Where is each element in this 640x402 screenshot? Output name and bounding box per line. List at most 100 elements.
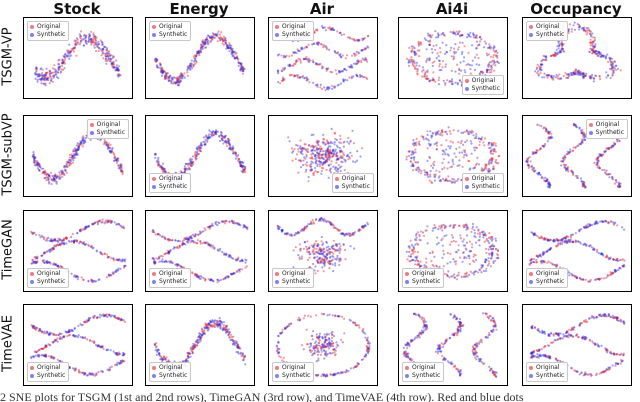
synthetic-point xyxy=(95,41,98,44)
original-point xyxy=(64,166,67,169)
synthetic-point xyxy=(475,135,478,138)
original-point xyxy=(350,233,353,236)
synthetic-point xyxy=(446,274,449,278)
original-point xyxy=(329,148,332,152)
original-point xyxy=(328,152,331,155)
synthetic-point xyxy=(36,163,39,166)
synthetic-point xyxy=(230,219,233,222)
synthetic-point xyxy=(319,248,322,251)
original-point xyxy=(313,247,316,250)
synthetic-point xyxy=(573,124,576,127)
synthetic-point xyxy=(574,73,577,76)
synthetic-point xyxy=(164,77,167,80)
original-point xyxy=(542,126,545,129)
scatter-panel-tsgm-vp-occupancy: Original Synthetic xyxy=(522,17,632,99)
synthetic-point xyxy=(572,71,575,74)
original-point xyxy=(465,130,468,133)
original-point xyxy=(199,51,203,54)
original-point xyxy=(105,140,108,143)
synthetic-point xyxy=(468,250,471,253)
original-point xyxy=(330,156,333,159)
synthetic-point xyxy=(337,69,341,72)
synthetic-point xyxy=(605,71,608,74)
synthetic-point xyxy=(101,43,104,46)
original-point xyxy=(452,225,455,228)
original-point xyxy=(598,155,601,158)
original-point xyxy=(453,47,456,50)
original-point xyxy=(117,69,120,72)
original-point xyxy=(226,137,230,141)
synthetic-point xyxy=(186,65,189,68)
synthetic-point xyxy=(154,156,157,159)
original-point xyxy=(190,239,193,242)
synthetic-point xyxy=(303,147,306,150)
original-point xyxy=(616,257,619,260)
original-point xyxy=(452,55,455,58)
synthetic-point xyxy=(584,185,587,188)
original-point xyxy=(107,142,110,145)
synthetic-point xyxy=(428,43,431,46)
synthetic-point xyxy=(483,168,486,171)
synthetic-points xyxy=(288,127,362,180)
synthetic-point xyxy=(120,226,123,229)
synthetic-point xyxy=(95,45,99,48)
original-point xyxy=(159,166,162,169)
original-point xyxy=(33,161,36,164)
synthetic-point xyxy=(569,148,572,151)
original-point xyxy=(35,255,38,258)
synthetic-point xyxy=(580,179,583,183)
synthetic-point xyxy=(435,57,438,60)
synthetic-point xyxy=(331,149,335,152)
synthetic-point xyxy=(243,165,246,168)
synthetic-point xyxy=(349,66,352,69)
synthetic-point xyxy=(80,141,83,144)
original-point xyxy=(490,64,493,67)
synthetic-point xyxy=(413,51,416,54)
legend-original: Original xyxy=(152,175,187,183)
original-point xyxy=(582,132,585,135)
original-point xyxy=(207,43,210,46)
original-point xyxy=(318,262,321,265)
synthetic-point xyxy=(490,149,493,152)
synthetic-point xyxy=(231,51,234,55)
synthetic-point xyxy=(154,152,157,155)
original-point xyxy=(604,171,607,174)
synthetic-point xyxy=(57,241,60,244)
original-point xyxy=(462,156,465,159)
original-point xyxy=(362,37,365,40)
original-point xyxy=(366,77,369,80)
original-point xyxy=(495,247,498,250)
original-point xyxy=(120,163,123,166)
synthetic-point xyxy=(34,260,37,263)
original-point xyxy=(307,251,310,254)
synthetic-point xyxy=(321,154,324,157)
original-point xyxy=(328,26,331,29)
original-point xyxy=(604,219,607,222)
original-point xyxy=(582,184,585,188)
synthetic-point xyxy=(580,73,583,76)
synthetic-point xyxy=(582,28,585,31)
original-point xyxy=(468,160,471,163)
original-point xyxy=(425,173,429,177)
synthetic-point xyxy=(452,226,455,229)
synthetic-point xyxy=(117,68,120,71)
synthetic-point xyxy=(281,229,284,232)
original-point xyxy=(210,36,213,39)
original-point xyxy=(41,74,44,77)
synthetic-point xyxy=(239,62,242,65)
synthetic-point xyxy=(431,132,434,135)
synthetic-point xyxy=(614,142,617,145)
synthetic-point xyxy=(222,139,225,142)
synthetic-point xyxy=(87,36,90,39)
synthetic-point xyxy=(568,150,571,154)
original-point xyxy=(187,162,190,165)
original-point xyxy=(102,143,106,146)
synthetic-point xyxy=(161,71,165,74)
synthetic-point xyxy=(159,234,162,237)
original-point xyxy=(206,226,209,229)
synthetic-point xyxy=(82,242,85,245)
synthetic-point xyxy=(322,252,325,255)
original-point xyxy=(543,238,547,241)
original-point xyxy=(585,33,588,36)
synthetic-point xyxy=(410,259,413,262)
